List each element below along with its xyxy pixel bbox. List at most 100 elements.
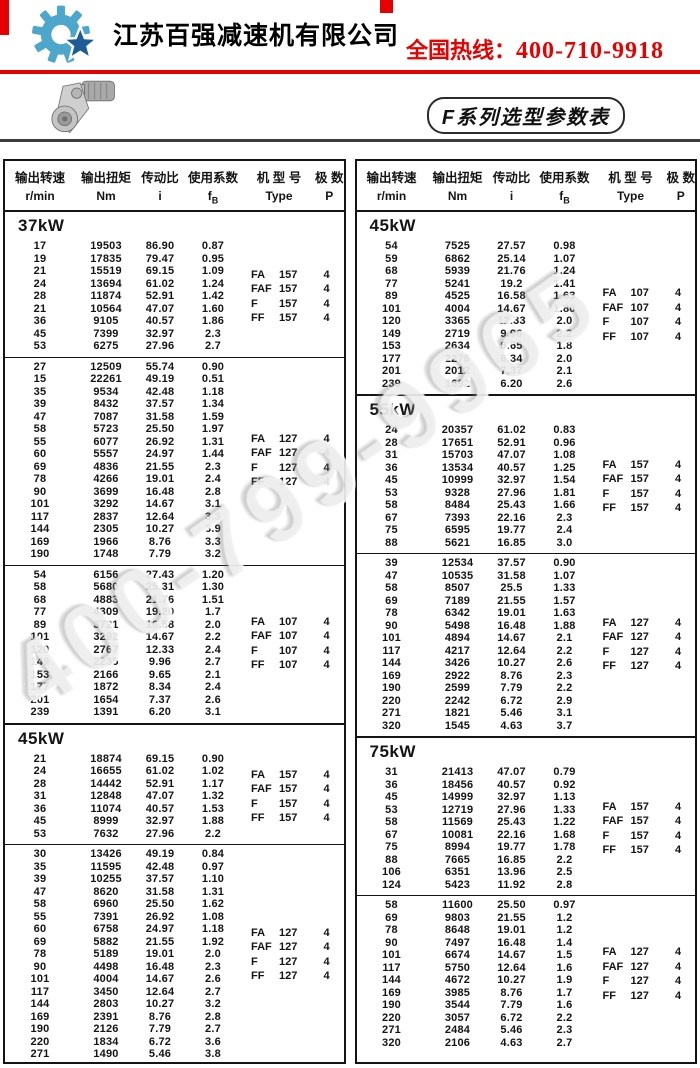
- cell-value: 2.8: [205, 485, 221, 498]
- cell-value: 27.96: [497, 803, 526, 816]
- model-prefix: FAF: [251, 941, 272, 954]
- cell-value: 15519: [90, 265, 122, 278]
- table-row: 69 5882 21.55 1.92: [5, 936, 243, 949]
- cell-value: 18456: [441, 778, 474, 791]
- cell-value: 1654: [93, 693, 119, 706]
- cell-value: 153: [382, 340, 401, 353]
- cell-value: 11600: [442, 899, 473, 912]
- cell-value: 0.90: [201, 752, 225, 765]
- cell-value: 0.92: [553, 778, 576, 791]
- table-row: 271 2484 5.46 2.3: [357, 1024, 595, 1037]
- cell-value: 1872: [93, 681, 119, 694]
- table-row: 35 11595 42.48 0.97: [5, 861, 243, 874]
- cell-value: 7.79: [500, 999, 523, 1012]
- model-prefix: FAF: [602, 473, 624, 486]
- cell-value: 11074: [90, 802, 122, 815]
- cell-value: 1.25: [553, 461, 576, 474]
- cell-value: 2.7: [205, 1023, 221, 1036]
- model-row: FA 157 4: [603, 458, 696, 473]
- pole-count: 4: [674, 800, 682, 813]
- cell-value: 47.07: [497, 449, 526, 462]
- cell-value: 59: [385, 252, 398, 265]
- table-row: 101 3292 14.67 3.1: [5, 498, 243, 511]
- pole-count: 4: [674, 989, 682, 1002]
- cell-value: 1.33: [553, 582, 576, 595]
- cell-value: 117: [382, 961, 401, 974]
- table-row: 239 1391 6.20 3.1: [5, 706, 243, 719]
- model-size: 127: [630, 645, 649, 658]
- cell-value: 25.50: [145, 898, 175, 911]
- cell-value: 1966: [93, 535, 119, 548]
- cell-value: 2.2: [205, 827, 221, 840]
- table-row: 45 14999 32.97 1.13: [357, 791, 595, 804]
- cell-value: 169: [30, 535, 50, 548]
- table-row: 21 15519 69.15 1.09: [5, 265, 243, 278]
- cell-value: 2.2: [205, 631, 221, 644]
- cell-value: 15: [33, 373, 47, 386]
- cell-value: 1.31: [201, 435, 225, 448]
- table-row: 28 17651 52.91 0.96: [357, 437, 595, 450]
- numeric-rows: 21 18874 69.15 0.90 24 16655 61.02 1.02 28 14442 5…: [5, 753, 243, 841]
- table-row: 45 10999 32.97 1.54: [357, 474, 595, 487]
- table-row: 120 3365 12.33 2.0: [357, 315, 595, 328]
- cell-value: 15703: [441, 449, 474, 462]
- model-size: 157: [630, 800, 649, 813]
- cell-value: 2.0: [205, 948, 221, 961]
- cell-value: 19503: [90, 240, 122, 253]
- table-row: 53 9328 27.96 1.81: [357, 487, 595, 500]
- power-label: 55kW: [369, 400, 416, 420]
- table-row: 55 6077 26.92 1.31: [5, 436, 243, 449]
- column-header-label: 输出转速: [14, 171, 65, 185]
- table-row: 169 2391 8.76 2.8: [5, 1011, 243, 1024]
- cell-value: 1.7: [556, 986, 573, 999]
- cell-value: 2.7: [205, 340, 221, 353]
- cell-value: 5.46: [148, 1048, 172, 1061]
- model-row: FA 107 4: [251, 615, 344, 630]
- cell-value: 4672: [444, 974, 471, 987]
- table-row: 153 2634 9.65 1.8: [357, 340, 595, 353]
- column-header-label: 极 数: [315, 171, 344, 185]
- model-size: 127: [630, 975, 649, 988]
- table-row: 78 5189 19.01 2.0: [5, 948, 243, 961]
- table-row: 144 4672 10.27 1.9: [357, 974, 595, 987]
- cell-value: 190: [382, 999, 401, 1012]
- power-section: 75kW 31 21413 47.07 0.79 36 18456 40.57 0.92 45 14…: [356, 736, 696, 1062]
- cell-value: 2.3: [205, 460, 221, 473]
- model-list: FA 157 4 FAF 157 4 F 157 4 FF 157 4: [243, 240, 344, 353]
- numeric-rows: 54 7525 27.57 0.98 59 6862 25.14 1.07 68 5939 21.7…: [357, 240, 595, 390]
- cell-value: 28: [33, 290, 47, 303]
- hotline: 全国热线：400-710-9918: [406, 33, 664, 65]
- cell-value: 8.76: [500, 669, 523, 682]
- cell-value: 58: [385, 816, 398, 829]
- cell-value: 5.46: [500, 707, 523, 720]
- cell-value: 1748: [93, 548, 119, 561]
- table-column-right: 输出转速 r/min 输出扭矩 Nm 传动比 i 使用系数 fB 机 型 号 Type 极 数 P 45…: [354, 159, 697, 1064]
- cell-value: 101: [30, 498, 50, 511]
- cell-value: 3.1: [205, 706, 221, 719]
- reducer-product-image: [51, 80, 115, 134]
- model-prefix: FF: [602, 502, 616, 515]
- cell-value: 40.57: [145, 802, 175, 815]
- cell-value: 22261: [90, 373, 122, 386]
- cell-value: 58: [385, 499, 398, 512]
- pole-count: 4: [674, 631, 682, 644]
- cell-value: 16.48: [497, 936, 526, 949]
- model-size: 157: [279, 768, 298, 781]
- star-icon: [60, 23, 101, 62]
- table-row: 58 11600 25.50 0.97: [357, 899, 595, 912]
- model-row: FAF 127 4: [251, 446, 344, 461]
- cell-value: 69.15: [145, 752, 175, 765]
- table-row: 68 5939 21.76 1.24: [357, 265, 595, 278]
- cell-value: 1.62: [201, 898, 225, 911]
- model-list: FA 127 4 FAF 127 4 F 127 4 FF 127 4: [595, 899, 696, 1049]
- cell-value: 1.53: [201, 802, 225, 815]
- cell-value: 32.97: [145, 815, 175, 828]
- cell-value: 5750: [444, 961, 471, 974]
- cell-value: 26.92: [145, 435, 175, 448]
- model-size: 107: [279, 644, 298, 657]
- column-header: 使用系数 fB: [535, 167, 595, 205]
- pole-count: 4: [674, 316, 682, 329]
- table-row: 220 2242 6.72 2.9: [357, 695, 595, 708]
- cell-value: 7525: [444, 240, 471, 253]
